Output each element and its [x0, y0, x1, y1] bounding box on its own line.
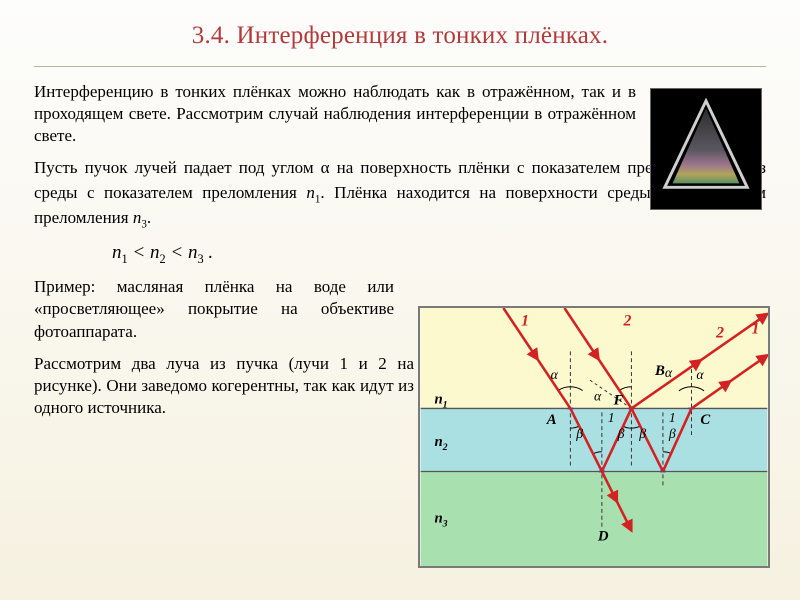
divider — [34, 66, 766, 67]
svg-text:C: C — [700, 412, 710, 428]
p2-part-a: Пусть пучок лучей падает под углом α на … — [34, 158, 729, 177]
p2-part-d: . — [147, 208, 151, 227]
paragraph-3: Пример: масляная плёнка на воде или «про… — [34, 276, 394, 342]
slide: 3.4. Интерференция в тонких плёнках. Инт… — [0, 0, 800, 600]
slide-title: 3.4. Интерференция в тонких плёнках. — [34, 22, 766, 50]
svg-text:F: F — [613, 393, 624, 409]
svg-text:B: B — [654, 363, 665, 379]
svg-text:β: β — [668, 426, 676, 441]
inequality-formula: n1 < n2 < n3 . — [112, 242, 766, 267]
paragraph-1: Интерференцию в тонких плёнках можно наб… — [34, 81, 636, 147]
paragraph-4: Рассмотрим два луча из пучка (лучи 1 и 2… — [34, 353, 414, 419]
svg-text:D: D — [597, 528, 609, 544]
svg-text:1: 1 — [608, 410, 615, 425]
ray-diagram: 1221BFACDn1n2n3ααααββββ11 — [418, 306, 770, 568]
svg-text:1: 1 — [669, 410, 676, 425]
svg-text:α: α — [665, 365, 673, 380]
svg-text:β: β — [575, 426, 583, 441]
svg-text:1: 1 — [521, 313, 529, 330]
svg-text:1: 1 — [752, 321, 760, 338]
svg-text:β: β — [638, 426, 646, 441]
svg-text:A: A — [546, 412, 557, 428]
svg-text:2: 2 — [715, 325, 724, 342]
svg-text:2: 2 — [623, 313, 632, 330]
svg-text:β: β — [617, 426, 625, 441]
thin-film-photo — [650, 88, 762, 210]
svg-text:α: α — [594, 389, 602, 404]
svg-text:α: α — [551, 367, 559, 382]
p2-n1: n — [306, 183, 315, 202]
svg-text:α: α — [696, 367, 704, 382]
